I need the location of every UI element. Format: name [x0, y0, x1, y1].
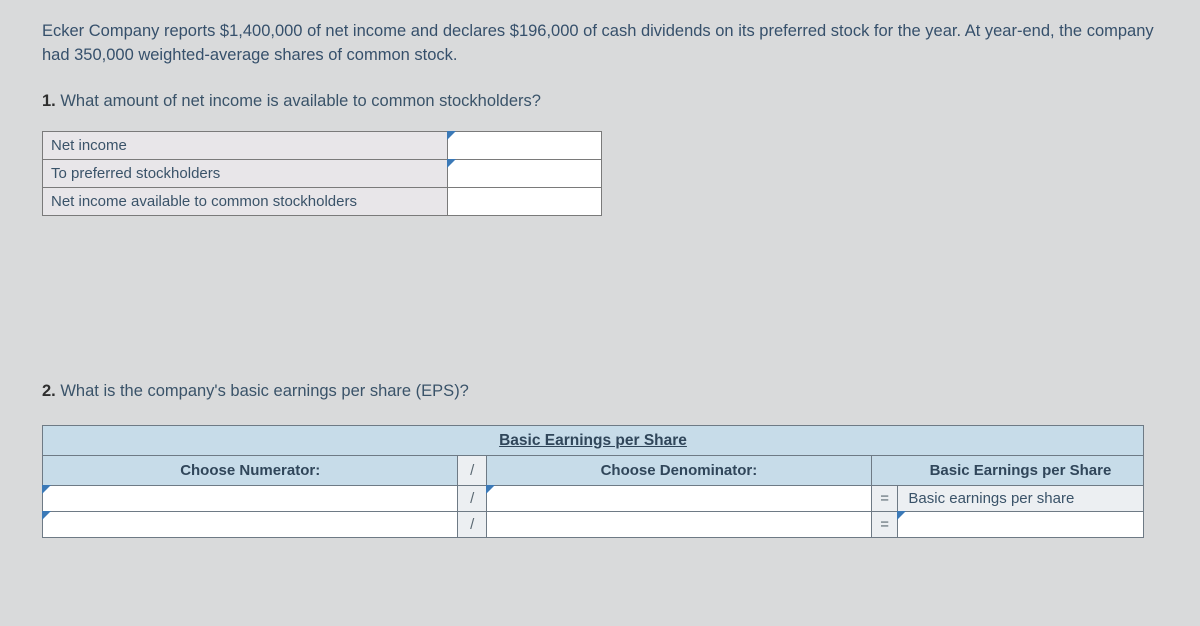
q2-number: 2. — [42, 382, 56, 400]
q1-row-label: Net income available to common stockhold… — [43, 187, 448, 215]
q1-row-input[interactable] — [448, 187, 602, 215]
q1-number: 1. — [42, 92, 56, 110]
table-row: / = Basic earnings per share — [43, 486, 1144, 512]
problem-intro: Ecker Company reports $1,400,000 of net … — [42, 20, 1158, 68]
q1-row-label: To preferred stockholders — [43, 159, 448, 187]
q2-denominator-header: Choose Denominator: — [487, 456, 872, 486]
q1-row-input[interactable] — [448, 131, 602, 159]
q1-row-label: Net income — [43, 131, 448, 159]
question-2: 2. What is the company's basic earnings … — [42, 380, 1158, 403]
q2-table-title: Basic Earnings per Share — [43, 426, 1144, 456]
q2-result-header: Basic Earnings per Share — [898, 456, 1144, 486]
table-row: / = — [43, 512, 1144, 538]
q2-slash: / — [458, 486, 487, 512]
q1-table: Net income To preferred stockholders Net… — [42, 131, 602, 216]
q2-result-input[interactable] — [898, 512, 1144, 538]
table-row: Net income — [43, 131, 602, 159]
table-row: Net income available to common stockhold… — [43, 187, 602, 215]
q2-eq: = — [871, 512, 898, 538]
table-row: To preferred stockholders — [43, 159, 602, 187]
q2-text: What is the company's basic earnings per… — [60, 382, 469, 400]
question-1: 1. What amount of net income is availabl… — [42, 90, 1158, 113]
q2-denominator-input[interactable] — [487, 512, 872, 538]
q2-denominator-input[interactable] — [487, 486, 872, 512]
q2-result-label: Basic earnings per share — [898, 486, 1144, 512]
q2-numerator-header: Choose Numerator: — [43, 456, 458, 486]
q2-numerator-input[interactable] — [43, 512, 458, 538]
q2-eq: = — [871, 486, 898, 512]
q2-slash: / — [458, 512, 487, 538]
q2-table: Basic Earnings per Share Choose Numerato… — [42, 425, 1144, 538]
q2-eq-header — [871, 456, 898, 486]
q1-text: What amount of net income is available t… — [60, 92, 541, 110]
q2-numerator-input[interactable] — [43, 486, 458, 512]
q1-row-input[interactable] — [448, 159, 602, 187]
q2-slash-header: / — [458, 456, 487, 486]
